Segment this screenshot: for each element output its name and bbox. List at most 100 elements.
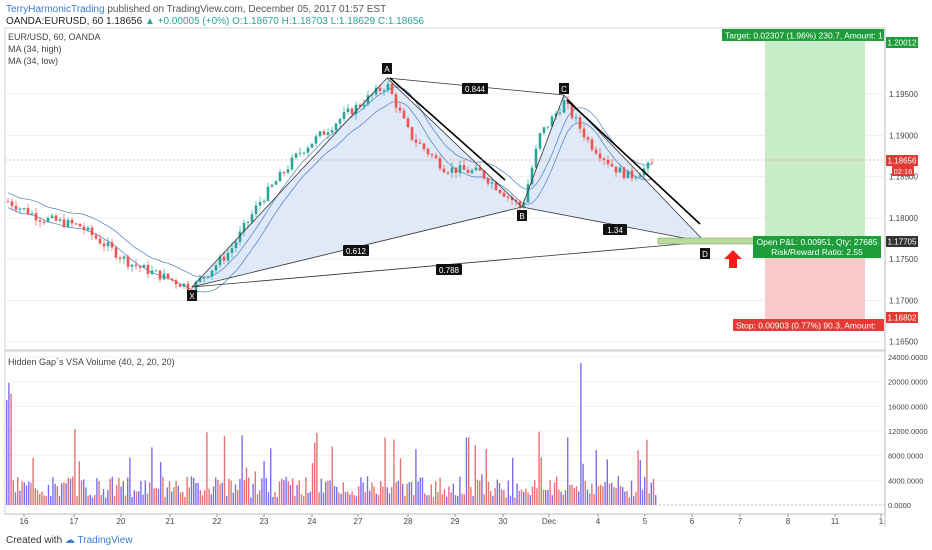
candle-body	[322, 131, 326, 135]
author-link[interactable]: TerryHarmonicTrading	[6, 4, 105, 15]
candle-body	[94, 235, 98, 239]
volume-bar	[560, 491, 562, 505]
volume-bar	[30, 482, 32, 505]
candle-body	[374, 87, 378, 95]
volume-bar	[569, 484, 571, 505]
volume-bar	[461, 493, 463, 505]
created-with: Created with	[6, 535, 63, 546]
volume-bar	[338, 492, 340, 505]
volume-bar	[514, 497, 516, 505]
candle-body	[158, 270, 162, 280]
volume-bar	[366, 476, 369, 505]
volume-bar	[294, 495, 296, 505]
volume-bar	[611, 482, 613, 505]
volume-bar	[428, 495, 430, 505]
volume-bar	[173, 487, 175, 505]
volume-bar	[94, 495, 96, 505]
volume-bar	[547, 489, 549, 505]
volume-bar	[270, 448, 272, 505]
time-tick: 22	[213, 517, 222, 526]
time-tick: Dec	[542, 517, 556, 526]
tradingview-brand[interactable]: TradingView	[77, 535, 133, 546]
candle-body	[270, 184, 274, 187]
candle-body	[578, 117, 582, 129]
tradingview-cloud-icon: ☁	[64, 535, 75, 546]
volume-bar	[14, 492, 17, 505]
volume-bar	[534, 480, 536, 505]
candle-body	[626, 170, 630, 179]
candle-body	[370, 94, 374, 96]
candle-body	[542, 127, 546, 134]
volume-bar	[259, 490, 261, 505]
volume-bar	[316, 432, 318, 505]
volume-bar	[199, 490, 201, 505]
volume-bar	[450, 492, 452, 505]
volume-bar	[120, 486, 122, 505]
price-chart[interactable]: 0.844 0.612 1.34 0.788 A C B X D Target:…	[0, 0, 932, 535]
candle-body	[46, 217, 50, 222]
candle-body	[366, 95, 370, 105]
volume-bar	[274, 492, 276, 505]
candle-body	[266, 186, 270, 201]
volume-bar	[494, 488, 496, 505]
volume-bar	[322, 492, 325, 505]
volume-bar	[380, 481, 382, 505]
candle-body	[614, 166, 618, 173]
price-tick: 1.16500	[889, 338, 918, 347]
volume-bar	[43, 495, 45, 505]
time-tick: 11	[831, 517, 840, 526]
candle-body	[202, 277, 206, 279]
candle-body	[554, 113, 558, 117]
volume-bar	[296, 485, 298, 505]
time-tick: 17	[70, 517, 79, 526]
volume-bar	[503, 490, 505, 505]
time-tick: 6	[690, 517, 695, 526]
target-box	[722, 29, 884, 41]
volume-bar	[80, 480, 83, 505]
volume-bar	[182, 492, 184, 505]
volume-bar	[595, 450, 597, 505]
volume-bar	[402, 483, 404, 505]
volume-bar	[168, 481, 171, 505]
ratio-xb: 0.612	[346, 247, 367, 256]
volume-bar	[83, 479, 85, 505]
volume-bar	[208, 488, 210, 505]
candle-body	[546, 126, 550, 128]
volume-bar	[146, 493, 149, 505]
volume-bar	[446, 496, 448, 505]
ratio-xd: 0.788	[439, 266, 460, 275]
volume-bar	[17, 477, 19, 505]
candle-body	[342, 112, 346, 119]
volume-bar	[536, 488, 538, 505]
volume-bar	[318, 492, 320, 505]
volume-bar	[111, 476, 113, 505]
volume-bar	[382, 486, 384, 505]
volume-bar	[61, 483, 63, 505]
volume-bar	[393, 439, 395, 505]
volume-bar	[630, 480, 633, 505]
volume-bar	[527, 492, 529, 505]
candle-body	[566, 100, 570, 105]
volume-bar	[197, 482, 199, 505]
volume-bar	[604, 482, 606, 505]
candle-body	[214, 265, 218, 271]
candle-body	[162, 273, 166, 280]
volume-bar	[230, 480, 232, 505]
candle-body	[286, 169, 290, 173]
volume-bar	[107, 489, 109, 505]
volume-bar	[228, 478, 230, 505]
candle-body	[434, 155, 438, 159]
candle-body	[174, 280, 178, 285]
stop-label: Stop: 0.00903 (0.77%) 90.3, Amount:	[736, 321, 876, 331]
candle-body	[234, 241, 238, 249]
ma-low-legend: MA (34, low)	[8, 56, 59, 66]
volume-bar	[606, 459, 608, 505]
candle-body	[306, 147, 310, 153]
volume-bar	[375, 493, 377, 505]
candle-body	[562, 100, 566, 113]
candle-body	[398, 107, 402, 111]
volume-bar	[562, 494, 564, 505]
volume-bar	[408, 482, 410, 505]
volume-bar	[248, 477, 250, 505]
volume-bar	[582, 463, 584, 505]
